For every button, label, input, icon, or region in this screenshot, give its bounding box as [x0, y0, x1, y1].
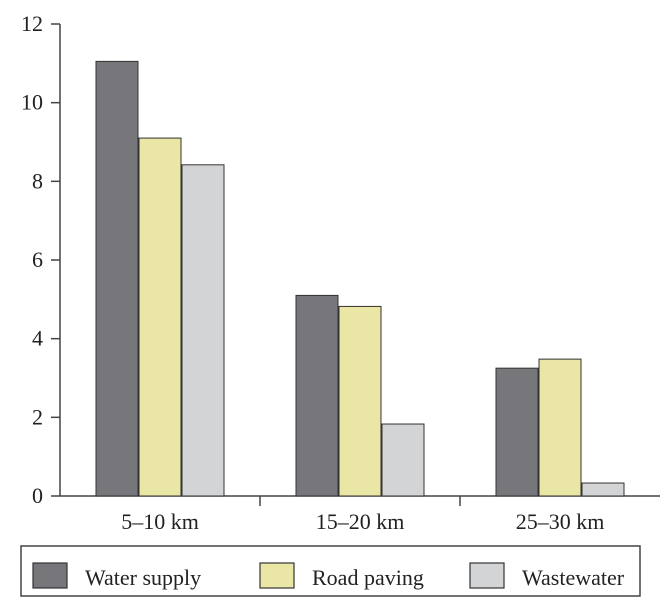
y-tick-label: 4	[32, 326, 43, 351]
bar	[495, 367, 539, 497]
x-tick-label: 5–10 km	[121, 509, 199, 534]
legend: Water supply Road paving Wastewater	[20, 545, 641, 597]
y-axis: 0 2 4 6 8 10 12	[21, 11, 61, 508]
y-tick-label: 10	[21, 90, 43, 115]
bars	[95, 60, 625, 497]
legend-label: Road paving	[312, 565, 424, 590]
y-tick-label: 2	[32, 404, 43, 429]
bar	[95, 60, 139, 497]
bar	[381, 423, 425, 497]
x-axis: 5–10 km 15–20 km 25–30 km	[60, 495, 660, 534]
bar	[181, 164, 225, 497]
legend-label: Water supply	[85, 565, 201, 590]
bar	[581, 482, 625, 497]
y-tick-label: 8	[32, 168, 43, 193]
legend-swatch	[259, 562, 295, 589]
legend-label: Wastewater	[522, 565, 625, 590]
bar	[338, 305, 382, 497]
bar	[138, 137, 182, 497]
legend-swatch	[32, 562, 68, 589]
y-tick-label: 6	[32, 247, 43, 272]
y-tick-label: 12	[21, 11, 43, 36]
legend-swatch	[469, 562, 505, 589]
y-tick-label: 0	[32, 483, 43, 508]
x-tick-label: 25–30 km	[516, 509, 605, 534]
x-tick-label: 15–20 km	[316, 509, 405, 534]
bar	[538, 358, 582, 497]
bar	[295, 294, 339, 497]
legend-box	[20, 545, 641, 597]
